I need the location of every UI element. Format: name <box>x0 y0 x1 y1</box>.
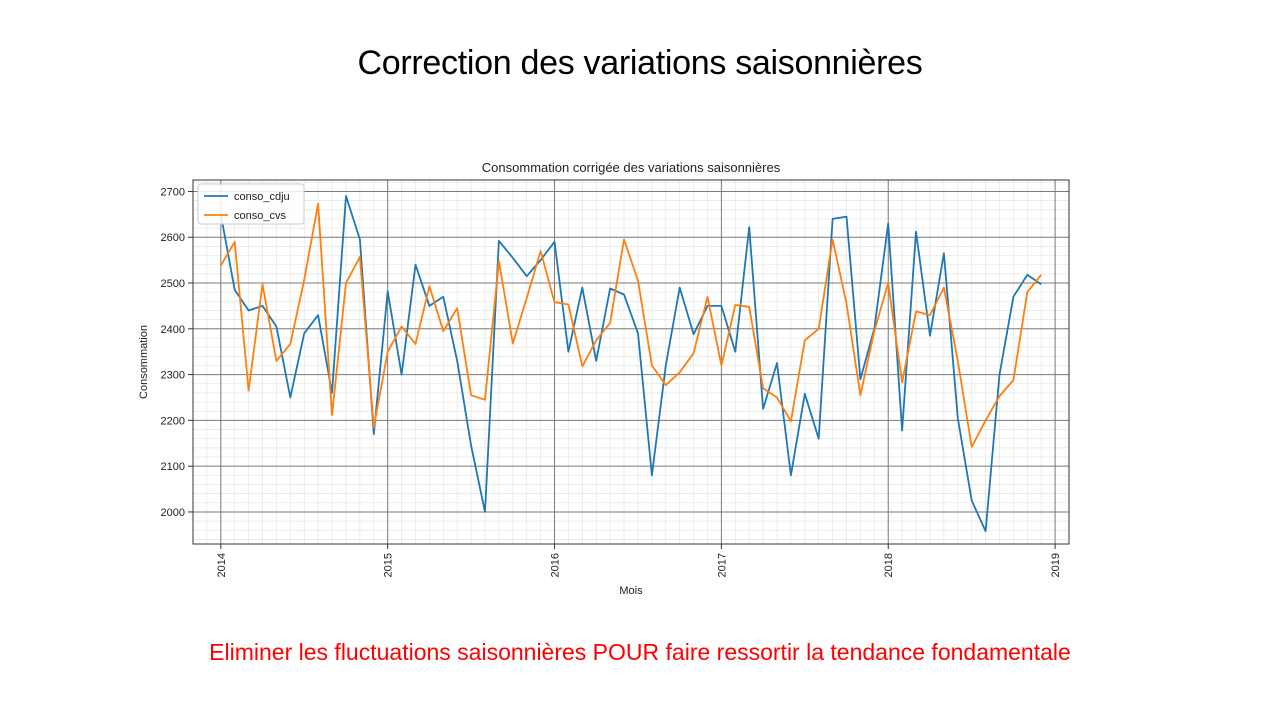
minor-gridlines <box>192 180 1070 544</box>
x-axis-label: Mois <box>619 585 643 597</box>
y-tick-label: 2500 <box>161 278 185 290</box>
legend: conso_cdju conso_cvs <box>197 183 305 225</box>
line-chart: Consommation corrigée des variations sai… <box>138 160 1070 597</box>
y-axis-ticks: 2000 2100 2200 2300 2400 2500 2600 2700 <box>161 186 193 519</box>
y-tick-label: 2000 <box>161 507 185 519</box>
y-tick-label: 2400 <box>161 324 185 336</box>
major-gridlines <box>193 180 1069 544</box>
y-axis-label: Consommation <box>138 325 150 399</box>
y-tick-label: 2100 <box>161 461 185 473</box>
x-axis-ticks: 2014 2015 2016 2017 2018 2019 <box>216 544 1062 577</box>
slide-footer-message: Eliminer les fluctuations saisonnières P… <box>209 639 1071 665</box>
x-tick-label: 2018 <box>883 553 895 577</box>
y-tick-label: 2600 <box>161 232 185 244</box>
y-tick-label: 2700 <box>161 186 185 198</box>
legend-box <box>197 183 305 225</box>
x-tick-label: 2019 <box>1050 553 1062 577</box>
legend-label-conso_cvs: conso_cvs <box>234 210 286 222</box>
series-line-conso_cvs <box>220 202 1042 448</box>
x-tick-label: 2017 <box>716 553 728 577</box>
plot-frame <box>192 179 1070 545</box>
x-tick-label: 2016 <box>550 553 562 577</box>
series-lines <box>219 195 1042 533</box>
x-tick-label: 2015 <box>383 553 395 577</box>
chart-title: Consommation corrigée des variations sai… <box>482 160 781 175</box>
y-tick-label: 2200 <box>161 415 185 427</box>
series-line-conso_cdju <box>219 195 1042 533</box>
legend-label-conso_cdju: conso_cdju <box>234 191 290 203</box>
slide-title: Correction des variations saisonnières <box>357 44 923 82</box>
y-tick-label: 2300 <box>161 370 185 382</box>
x-tick-label: 2014 <box>216 553 228 577</box>
